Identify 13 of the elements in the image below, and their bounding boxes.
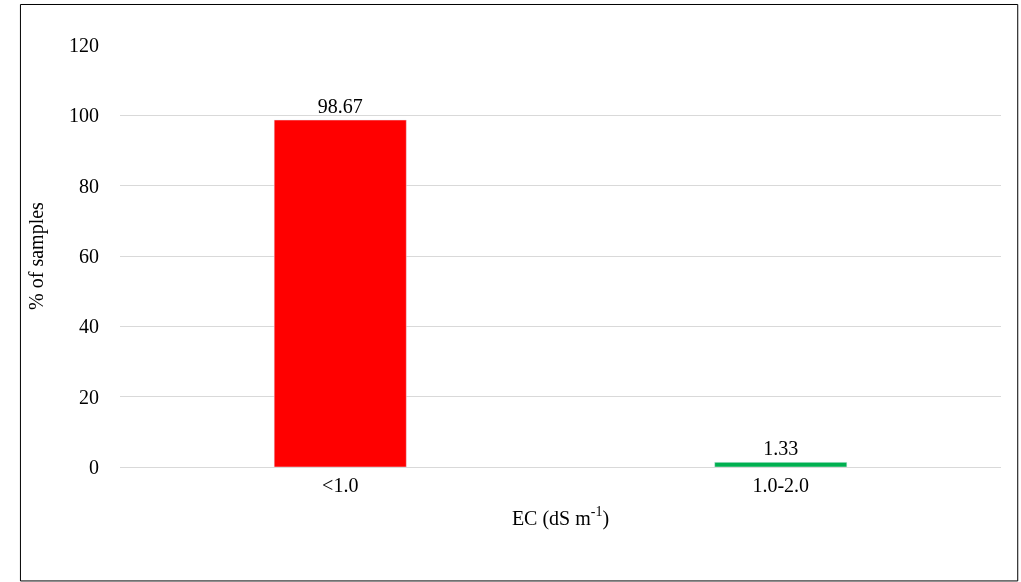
y-tick-label: 40: [79, 315, 99, 338]
data-label: 98.67: [317, 95, 363, 118]
x-tick-label: <1.0: [322, 474, 359, 496]
y-axis-title: % of samples: [24, 201, 48, 310]
y-tick-label: 20: [79, 385, 99, 408]
x-tick-label: 1.0-2.0: [752, 474, 810, 496]
y-tick-label: 0: [89, 456, 99, 478]
data-label: 1.33: [763, 437, 799, 460]
y-tick-label: 80: [79, 174, 99, 197]
y-tick-label: 120: [69, 34, 99, 56]
y-tick-label: 100: [69, 104, 99, 127]
y-tick-label: 60: [79, 245, 99, 267]
x-axis-title: EC (dS m$^{-1}$): [511, 504, 610, 530]
